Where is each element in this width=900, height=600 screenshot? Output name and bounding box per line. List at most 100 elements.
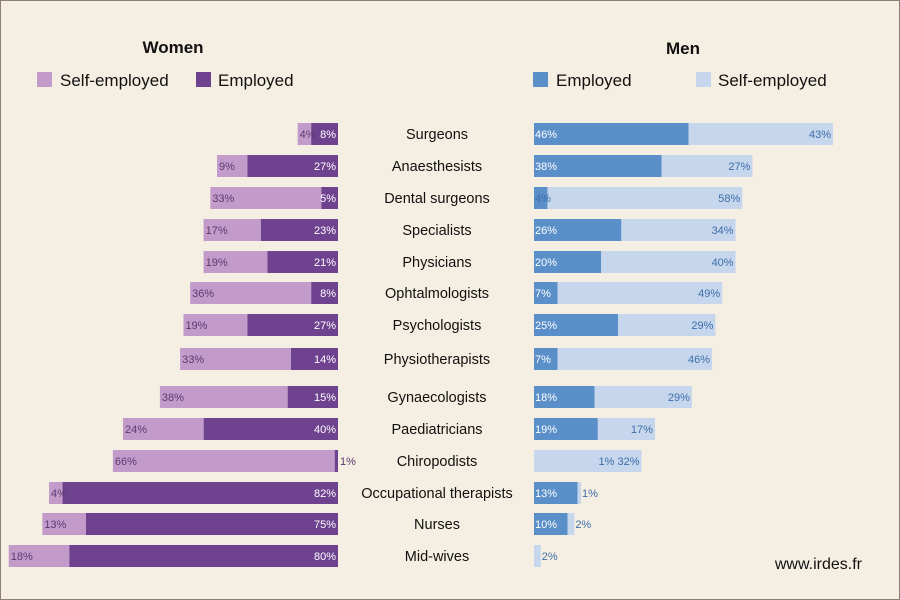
bar-men-employed-nurses <box>534 513 568 535</box>
bar-men-self-employed-physiotherapists <box>557 348 713 370</box>
bar-women-employed-chiropodists <box>334 450 338 472</box>
label-women-employed-surgeons: 8% <box>320 129 336 141</box>
bar-men-self-employed-physicians <box>601 251 736 273</box>
category-label-mid-wives: Mid-wives <box>405 549 469 565</box>
bar-men-self-employed-psychologists <box>618 314 716 336</box>
bar-women-self-employed-paediatricians <box>122 418 204 440</box>
bar-women-self-employed-dental-surgeons <box>210 187 322 209</box>
label-men-self-employed-psychologists: 29% <box>691 320 713 332</box>
category-label-psychologists: Psychologists <box>393 318 482 334</box>
bar-men-employed-anaesthesists <box>534 155 662 177</box>
bar-women-employed-psychologists <box>247 314 338 336</box>
bar-men-self-employed-occupational-therapists <box>577 482 582 504</box>
bars-group: Surgeons 8% 4% 46% 43% Anaesthesists 27% 9% 38% 2… <box>8 123 834 567</box>
label-men-employed-ophtalmologists: 7% <box>535 288 551 300</box>
bar-women-self-employed-mid-wives <box>8 545 70 567</box>
bar-men-self-employed-chiropodists <box>534 450 642 472</box>
bar-women-employed-paediatricians <box>203 418 338 440</box>
bar-men-employed-dental-surgeons <box>534 187 548 209</box>
label-men-self-employed-nurses: 2% <box>575 519 591 531</box>
bar-men-employed-physiotherapists <box>534 348 558 370</box>
bar-men-self-employed-specialists <box>621 219 736 241</box>
bar-women-self-employed-nurses <box>42 513 86 535</box>
label-men-self-employed-gynaecologists: 29% <box>668 392 690 404</box>
label-women-self-employed-physiotherapists: 33% <box>182 354 204 366</box>
bar-men-self-employed-gynaecologists <box>594 386 692 408</box>
bar-men-self-employed-anaesthesists <box>661 155 753 177</box>
bar-women-self-employed-chiropodists <box>112 450 335 472</box>
bar-men-employed-surgeons <box>534 123 689 145</box>
label-men-self-employed-dental-surgeons: 58% <box>718 193 740 205</box>
bar-women-employed-physicians <box>267 251 338 273</box>
bar-men-self-employed-mid-wives <box>534 545 541 567</box>
bar-women-employed-anaesthesists <box>247 155 338 177</box>
bar-women-self-employed-physiotherapists <box>180 348 291 370</box>
bar-women-employed-mid-wives <box>69 545 338 567</box>
label-men-self-employed-anaesthesists: 27% <box>728 161 750 173</box>
category-label-paediatricians: Paediatricians <box>391 422 482 438</box>
label-women-self-employed-dental-surgeons: 33% <box>212 193 234 205</box>
legend-swatch-men-employed <box>533 72 548 87</box>
label-women-employed-ophtalmologists: 8% <box>320 288 336 300</box>
bar-men-employed-paediatricians <box>534 418 598 440</box>
label-men-employed-nurses: 10% <box>535 519 557 531</box>
category-label-gynaecologists: Gynaecologists <box>387 390 486 406</box>
bar-women-self-employed-psychologists <box>183 314 248 336</box>
label-women-employed-paediatricians: 40% <box>314 424 336 436</box>
label-women-employed-occupational-therapists: 82% <box>314 488 336 500</box>
label-women-self-employed-physicians: 19% <box>206 257 228 269</box>
label-men-employed-occupational-therapists: 13% <box>535 488 557 500</box>
label-men-self-employed-mid-wives: 2% <box>542 551 558 563</box>
bar-women-employed-gynaecologists <box>287 386 338 408</box>
bar-men-self-employed-dental-surgeons <box>547 187 743 209</box>
label-men-employed-psychologists: 25% <box>535 320 557 332</box>
bar-men-self-employed-surgeons <box>688 123 834 145</box>
legend-label-women-employed: Employed <box>218 71 294 90</box>
label-women-self-employed-chiropodists: 66% <box>115 456 137 468</box>
label-men-employed-anaesthesists: 38% <box>535 161 557 173</box>
label-women-employed-specialists: 23% <box>314 225 336 237</box>
bar-women-employed-physiotherapists <box>290 348 338 370</box>
label-women-self-employed-ophtalmologists: 36% <box>192 288 214 300</box>
category-label-chiropodists: Chiropodists <box>397 454 478 470</box>
label-men-self-employed-specialists: 34% <box>712 225 734 237</box>
bar-women-employed-dental-surgeons <box>321 187 338 209</box>
legend-swatch-men-self-employed <box>696 72 711 87</box>
bar-men-employed-specialists <box>534 219 622 241</box>
label-men-self-employed-ophtalmologists: 49% <box>698 288 720 300</box>
label-women-employed-dental-surgeons: 5% <box>320 193 336 205</box>
label-women-employed-anaesthesists: 27% <box>314 161 336 173</box>
label-women-self-employed-surgeons: 4% <box>300 129 316 141</box>
category-label-surgeons: Surgeons <box>406 127 468 143</box>
women-panel-title: Women <box>142 38 203 57</box>
label-women-self-employed-nurses: 13% <box>44 519 66 531</box>
bar-men-employed-occupational-therapists <box>534 482 578 504</box>
bar-women-self-employed-ophtalmologists <box>190 282 312 304</box>
bar-men-employed-gynaecologists <box>534 386 595 408</box>
label-women-employed-gynaecologists: 15% <box>314 392 336 404</box>
bar-women-employed-nurses <box>86 513 338 535</box>
bar-women-self-employed-specialists <box>203 219 261 241</box>
label-men-employed-dental-surgeons: 4% <box>535 193 551 205</box>
label-men-employed-paediatricians: 19% <box>535 424 557 436</box>
label-women-employed-chiropodists: 1% <box>340 456 356 468</box>
label-men-employed-surgeons: 46% <box>535 129 557 141</box>
category-label-dental-surgeons: Dental surgeons <box>384 191 490 207</box>
label-men-employed-gynaecologists: 18% <box>535 392 557 404</box>
label-men-employed-physiotherapists: 7% <box>535 354 551 366</box>
source-label: www.irdes.fr <box>774 556 863 573</box>
label-women-employed-physiotherapists: 14% <box>314 354 336 366</box>
bar-women-self-employed-physicians <box>203 251 268 273</box>
label-men-employed-physicians: 20% <box>535 257 557 269</box>
label-women-self-employed-gynaecologists: 38% <box>162 392 184 404</box>
label-men-self-employed-surgeons: 43% <box>809 129 831 141</box>
label-women-employed-psychologists: 27% <box>314 320 336 332</box>
label-men-self-employed-occupational-therapists: 1% <box>582 488 598 500</box>
bar-men-self-employed-paediatricians <box>597 418 655 440</box>
legend-label-women-self-employed: Self-employed <box>60 71 169 90</box>
label-women-self-employed-mid-wives: 18% <box>11 551 33 563</box>
bar-men-self-employed-ophtalmologists <box>557 282 723 304</box>
legend-swatch-women-employed <box>196 72 211 87</box>
bar-women-self-employed-gynaecologists <box>159 386 288 408</box>
